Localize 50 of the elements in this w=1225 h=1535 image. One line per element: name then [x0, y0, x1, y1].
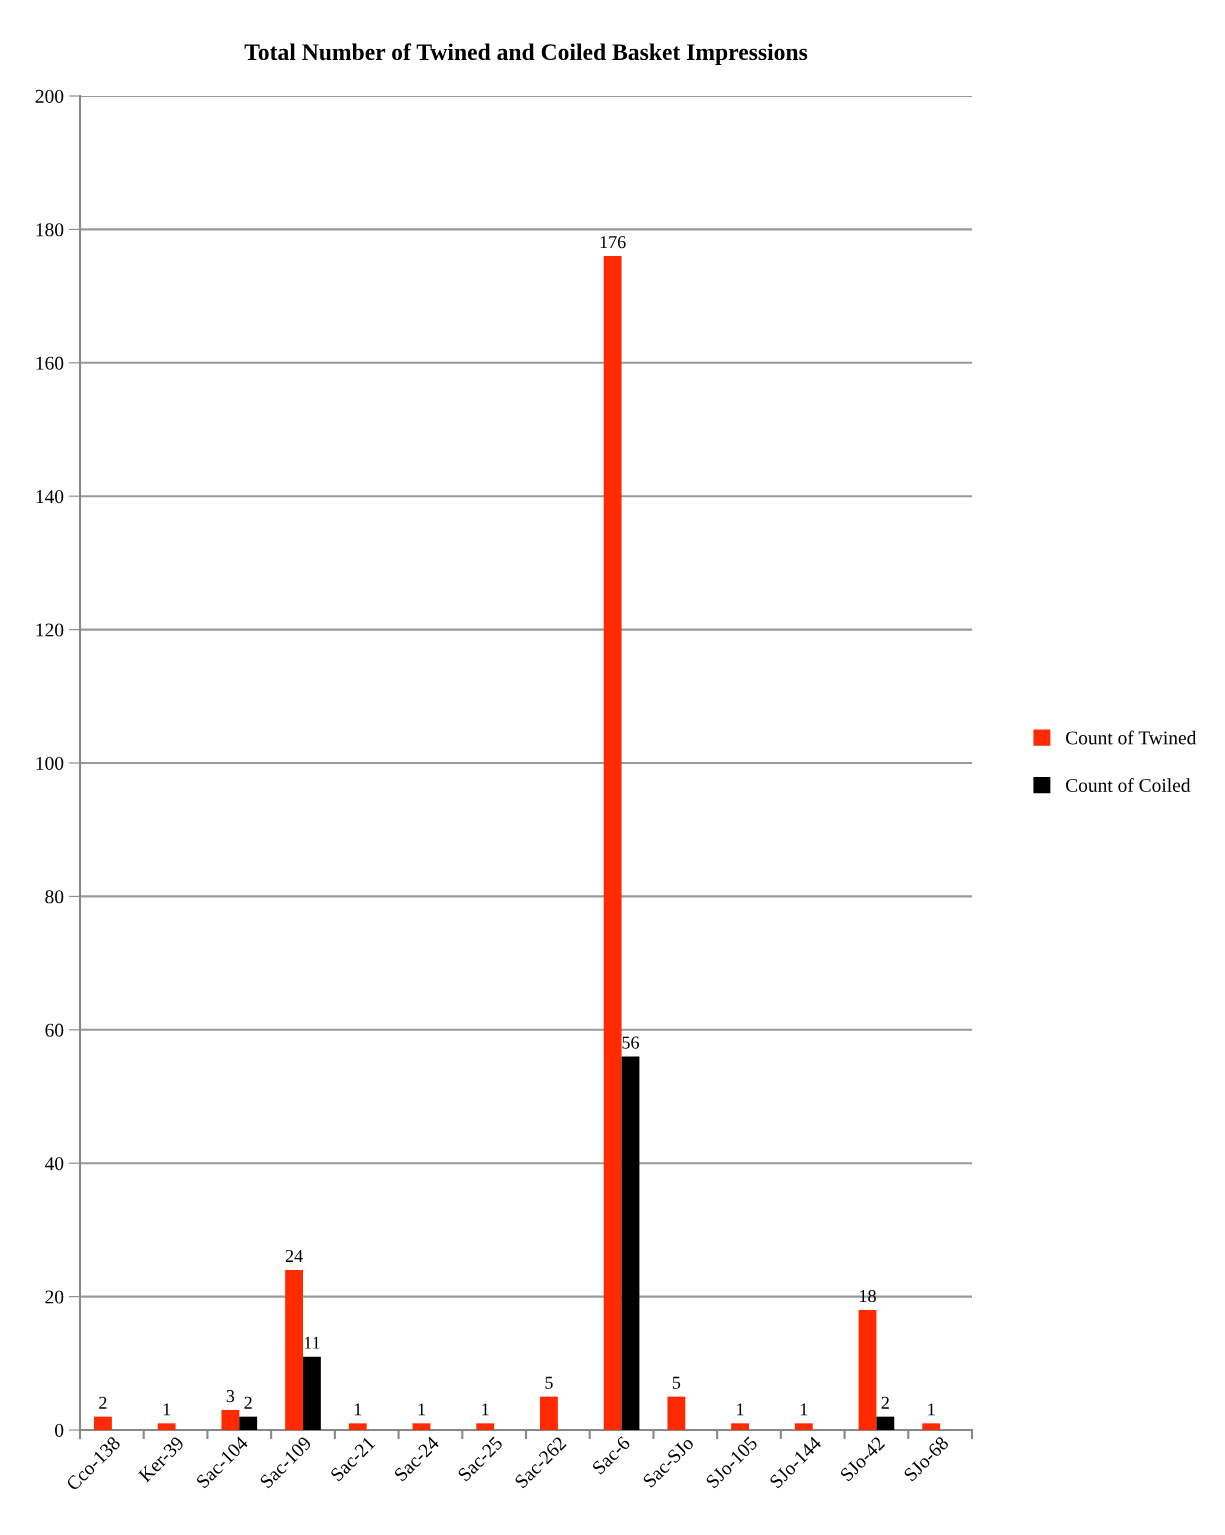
data-label: 1: [928, 1403, 935, 1416]
bar: [876, 1416, 895, 1430]
bar: [667, 1396, 686, 1430]
data-label: 11: [304, 1336, 320, 1349]
data-label: 5: [672, 1376, 681, 1389]
data-label: 3: [226, 1390, 235, 1403]
data-label: 1: [737, 1403, 744, 1416]
legend-label: Count of Coiled: [1066, 778, 1191, 792]
y-tick-label: 200: [35, 89, 64, 103]
bar: [157, 1423, 176, 1430]
data-label: 5: [545, 1376, 553, 1389]
bar: [221, 1409, 240, 1430]
y-tick-label: 140: [36, 490, 64, 504]
y-tick-label: 0: [55, 1423, 64, 1437]
y-tick-label: 100: [36, 756, 64, 770]
data-label: 1: [800, 1403, 808, 1416]
data-label: 18: [860, 1289, 876, 1303]
y-tick-label: 120: [36, 623, 64, 637]
data-label: 2: [881, 1396, 889, 1409]
bar: [94, 1416, 112, 1430]
legend-label: Count of Twined: [1066, 730, 1197, 745]
data-label: 56: [622, 1036, 639, 1049]
y-tick-label: 40: [44, 1157, 64, 1171]
y-tick-label: 20: [45, 1290, 64, 1304]
bar: [412, 1423, 431, 1430]
bar: [285, 1269, 303, 1430]
y-tick-label: 60: [45, 1023, 64, 1037]
data-label: 1: [163, 1403, 171, 1416]
bar: [303, 1356, 321, 1430]
data-label: 2: [99, 1396, 107, 1409]
y-tick-label: 180: [36, 223, 64, 237]
bar: [476, 1423, 495, 1430]
bar: [348, 1423, 367, 1430]
data-label: 2: [244, 1396, 252, 1409]
chart-title: Total Number of Twined and Coiled Basket Impressions: [244, 43, 808, 65]
bar: [621, 1056, 640, 1430]
bar: [603, 256, 622, 1430]
data-label: 1: [418, 1403, 425, 1416]
bar: [794, 1423, 813, 1430]
bar: [731, 1423, 749, 1430]
bar: [540, 1396, 558, 1430]
data-label: 176: [600, 236, 626, 249]
data-label: 24: [285, 1249, 303, 1262]
data-label: 1: [354, 1403, 362, 1416]
y-tick-label: 80: [45, 890, 64, 904]
bar: [922, 1423, 941, 1430]
bar: [858, 1309, 877, 1430]
bar: [239, 1416, 258, 1430]
data-label: 1: [482, 1403, 489, 1416]
y-tick-label: 160: [36, 356, 64, 370]
